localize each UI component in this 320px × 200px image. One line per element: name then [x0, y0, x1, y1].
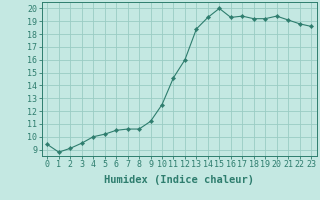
X-axis label: Humidex (Indice chaleur): Humidex (Indice chaleur) [104, 175, 254, 185]
